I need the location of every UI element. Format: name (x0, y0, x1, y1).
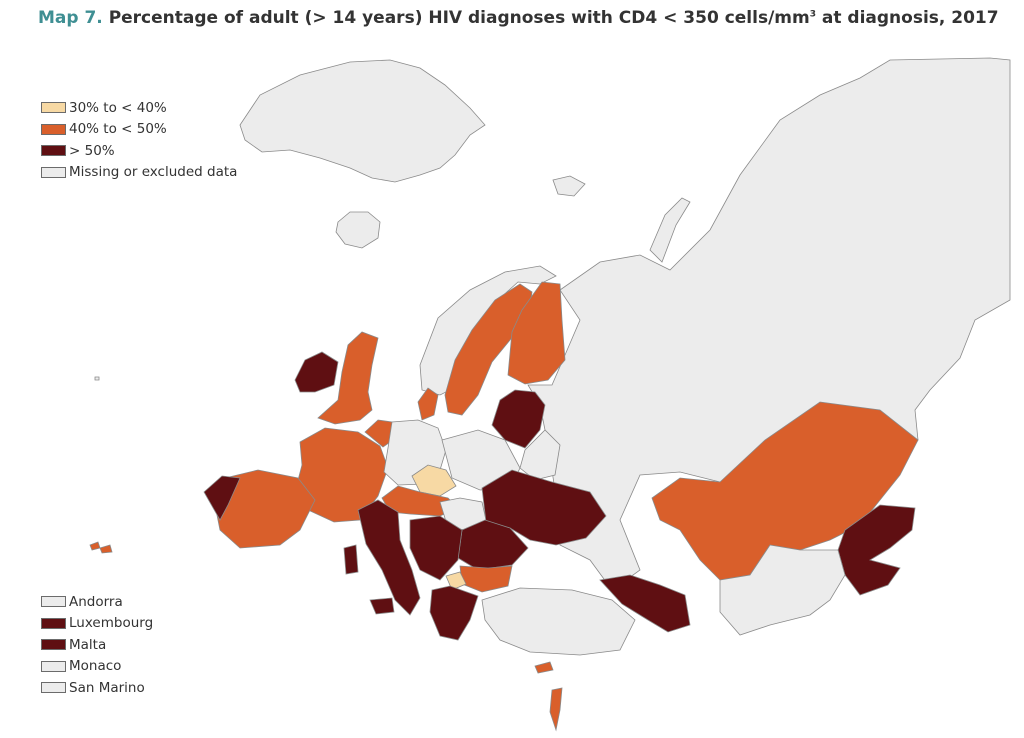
region-ireland (294, 351, 339, 393)
legend-swatch (41, 123, 66, 135)
region-finland (507, 281, 566, 385)
region-cyprus (534, 661, 554, 674)
small-country-label: Luxembourg (69, 615, 154, 632)
value-legend: 30% to < 40% 40% to < 50% > 50% Missing … (41, 97, 237, 183)
region-sardinia (343, 544, 359, 575)
region-greenland (239, 59, 486, 183)
small-country-swatch (41, 660, 66, 672)
region-azores (94, 376, 100, 381)
legend-item: > 50% (41, 140, 237, 162)
region-svalbard (552, 175, 586, 197)
small-country-label: San Marino (69, 679, 145, 696)
legend-item: 40% to < 50% (41, 119, 237, 141)
region-central-asia (719, 544, 846, 636)
region-denmark (417, 387, 439, 421)
small-country-item: Monaco (41, 656, 153, 678)
map-number: Map 7. (38, 8, 103, 28)
region-madeira (99, 544, 113, 554)
region-israel (549, 687, 563, 732)
map-title: Map 7. Percentage of adult (> 14 years) … (38, 8, 999, 28)
small-country-swatch (41, 617, 66, 629)
small-country-item: Luxembourg (41, 613, 153, 635)
legend-label: 30% to < 40% (69, 99, 167, 116)
region-caucasus (599, 574, 691, 633)
small-country-swatch (41, 596, 66, 608)
region-balkans (409, 515, 463, 581)
region-uk (317, 331, 379, 425)
legend-label: 40% to < 50% (69, 121, 167, 138)
small-country-item: San Marino (41, 677, 153, 699)
small-country-swatch (41, 639, 66, 651)
region-portugal (203, 475, 241, 521)
region-greece (429, 585, 479, 641)
small-country-item: Malta (41, 634, 153, 656)
title-suffix: at diagnosis, 2017 (815, 8, 999, 28)
small-countries-legend: Andorra Luxembourg Malta Monaco San Mari… (41, 591, 153, 699)
legend-item: Missing or excluded data (41, 162, 237, 184)
region-turkey (481, 587, 636, 656)
small-country-label: Andorra (69, 593, 123, 610)
title-superscript: 3 (809, 9, 816, 20)
region-canary-islands (89, 541, 101, 551)
small-country-label: Malta (69, 636, 107, 653)
small-country-swatch (41, 682, 66, 694)
map-title-text: Percentage of adult (> 14 years) HIV dia… (108, 8, 810, 28)
legend-item: 30% to < 40% (41, 97, 237, 119)
small-country-label: Monaco (69, 658, 122, 675)
legend-swatch (41, 166, 66, 178)
region-iceland (335, 211, 381, 249)
region-italy (357, 499, 421, 616)
legend-swatch (41, 145, 66, 157)
region-north-macedonia (445, 571, 467, 591)
legend-label: Missing or excluded data (69, 164, 238, 181)
small-country-item: Andorra (41, 591, 153, 613)
region-novaya-zemlya (649, 197, 691, 263)
region-spain (214, 469, 316, 549)
region-romania (457, 519, 529, 571)
region-bulgaria (459, 565, 513, 593)
region-sicily (369, 597, 395, 615)
legend-swatch (41, 102, 66, 114)
region-baltics (491, 389, 546, 449)
legend-label: > 50% (69, 142, 115, 159)
